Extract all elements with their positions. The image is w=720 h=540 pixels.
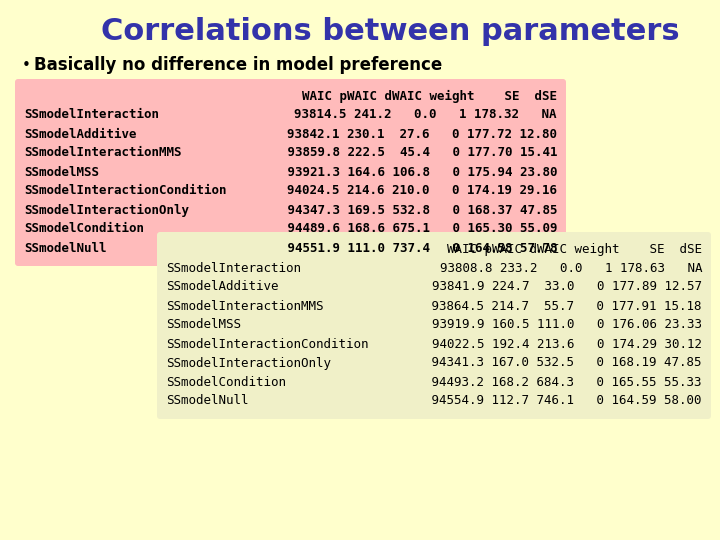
Text: 93842.1 230.1  27.6   0 177.72 12.80: 93842.1 230.1 27.6 0 177.72 12.80 <box>287 127 557 140</box>
Text: SSmodelAdditive: SSmodelAdditive <box>24 127 137 140</box>
Text: SSmodelInteractionCondition: SSmodelInteractionCondition <box>24 185 227 198</box>
Text: 94024.5 214.6 210.0   0 174.19 29.16: 94024.5 214.6 210.0 0 174.19 29.16 <box>287 185 557 198</box>
Text: WAIC pWAIC dWAIC weight    SE  dSE: WAIC pWAIC dWAIC weight SE dSE <box>447 242 702 255</box>
Text: 93921.3 164.6 106.8   0 175.94 23.80: 93921.3 164.6 106.8 0 175.94 23.80 <box>279 165 557 179</box>
Text: 94022.5 192.4 213.6   0 174.29 30.12: 94022.5 192.4 213.6 0 174.29 30.12 <box>432 338 702 350</box>
Text: 93864.5 214.7  55.7   0 177.91 15.18: 93864.5 214.7 55.7 0 177.91 15.18 <box>425 300 702 313</box>
Text: SSmodelInteraction: SSmodelInteraction <box>166 261 301 274</box>
Text: 93808.8 233.2   0.0   1 178.63   NA: 93808.8 233.2 0.0 1 178.63 NA <box>439 261 702 274</box>
Text: SSmodelMSS: SSmodelMSS <box>166 319 241 332</box>
Text: SSmodelAdditive: SSmodelAdditive <box>166 280 279 294</box>
Text: Basically no difference in model preference: Basically no difference in model prefere… <box>34 56 442 74</box>
Text: 93841.9 224.7  33.0   0 177.89 12.57: 93841.9 224.7 33.0 0 177.89 12.57 <box>432 280 702 294</box>
Text: 93814.5 241.2   0.0   1 178.32   NA: 93814.5 241.2 0.0 1 178.32 NA <box>294 109 557 122</box>
Text: SSmodelInteraction: SSmodelInteraction <box>24 109 159 122</box>
FancyBboxPatch shape <box>157 232 711 419</box>
Text: 94554.9 112.7 746.1   0 164.59 58.00: 94554.9 112.7 746.1 0 164.59 58.00 <box>425 395 702 408</box>
Text: SSmodelNull: SSmodelNull <box>24 241 107 254</box>
Text: SSmodelCondition: SSmodelCondition <box>166 375 286 388</box>
Text: SSmodelInteractionOnly: SSmodelInteractionOnly <box>166 356 331 369</box>
Text: 93859.8 222.5  45.4   0 177.70 15.41: 93859.8 222.5 45.4 0 177.70 15.41 <box>279 146 557 159</box>
Text: SSmodelInteractionCondition: SSmodelInteractionCondition <box>166 338 369 350</box>
FancyBboxPatch shape <box>15 79 566 266</box>
Text: 94489.6 168.6 675.1   0 165.30 55.09: 94489.6 168.6 675.1 0 165.30 55.09 <box>279 222 557 235</box>
Text: 94341.3 167.0 532.5   0 168.19 47.85: 94341.3 167.0 532.5 0 168.19 47.85 <box>425 356 702 369</box>
Text: SSmodelNull: SSmodelNull <box>166 395 248 408</box>
Text: Correlations between parameters: Correlations between parameters <box>101 17 679 46</box>
Text: SSmodelMSS: SSmodelMSS <box>24 165 99 179</box>
Text: 94551.9 111.0 737.4   0 164.58 57.78: 94551.9 111.0 737.4 0 164.58 57.78 <box>279 241 557 254</box>
Text: •: • <box>22 57 31 72</box>
Text: SSmodelInteractionOnly: SSmodelInteractionOnly <box>24 204 189 217</box>
Text: 94493.2 168.2 684.3   0 165.55 55.33: 94493.2 168.2 684.3 0 165.55 55.33 <box>425 375 702 388</box>
Text: SSmodelCondition: SSmodelCondition <box>24 222 144 235</box>
Text: SSmodelInteractionMMS: SSmodelInteractionMMS <box>24 146 181 159</box>
Text: 93919.9 160.5 111.0   0 176.06 23.33: 93919.9 160.5 111.0 0 176.06 23.33 <box>432 319 702 332</box>
Text: 94347.3 169.5 532.8   0 168.37 47.85: 94347.3 169.5 532.8 0 168.37 47.85 <box>279 204 557 217</box>
Text: WAIC pWAIC dWAIC weight    SE  dSE: WAIC pWAIC dWAIC weight SE dSE <box>302 90 557 103</box>
Text: SSmodelInteractionMMS: SSmodelInteractionMMS <box>166 300 323 313</box>
